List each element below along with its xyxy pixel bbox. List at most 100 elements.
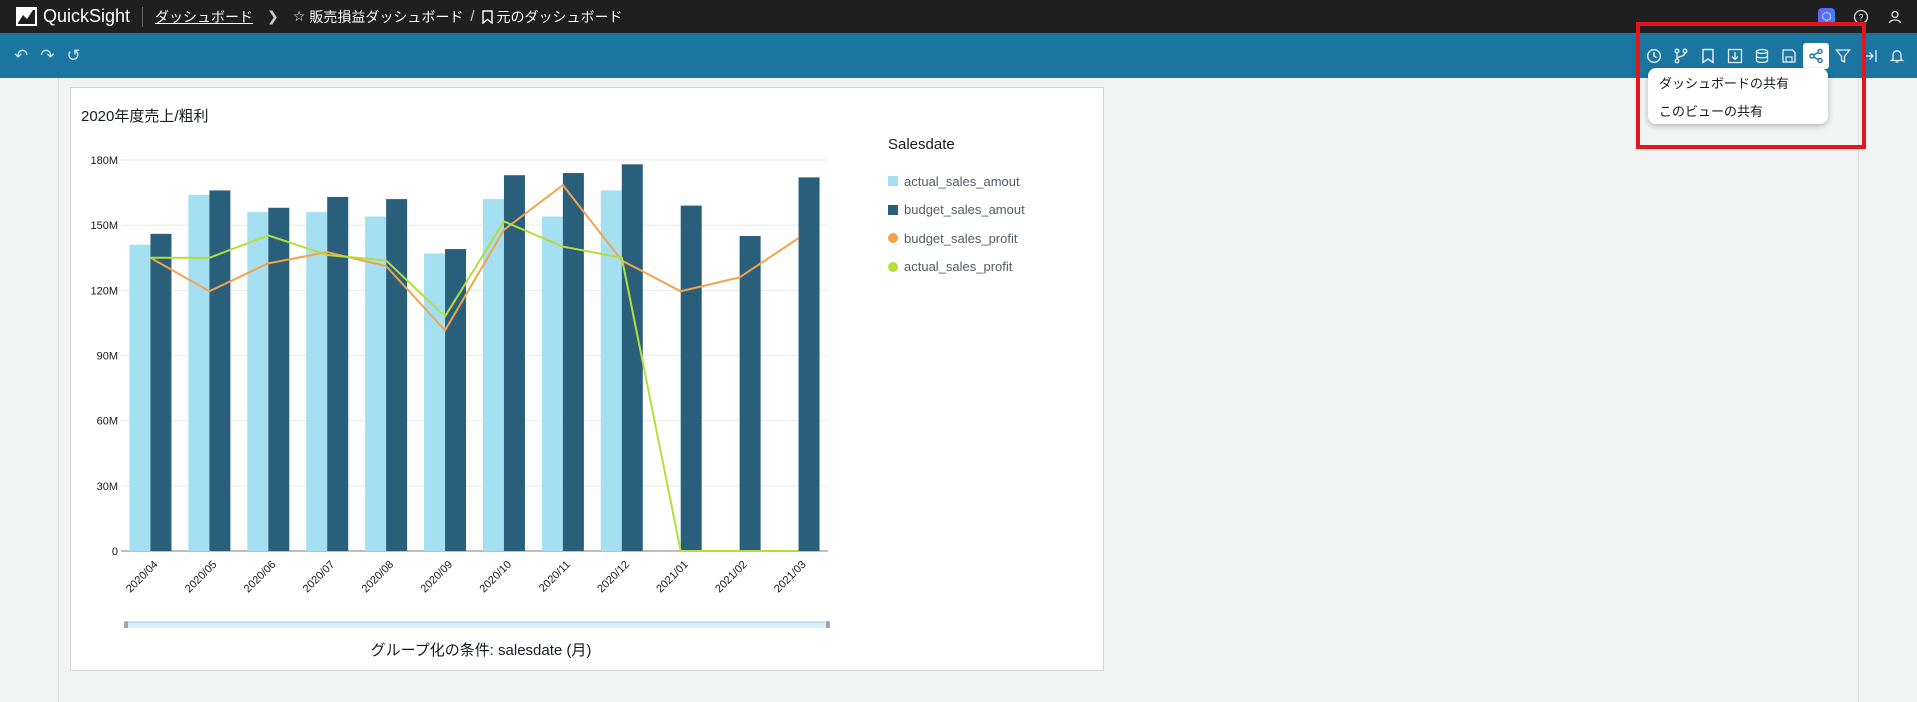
range-slider-track[interactable] (125, 621, 829, 628)
bar-budget_sales_amout (680, 205, 702, 551)
bar-actual_sales_amout (188, 194, 210, 551)
y-left-tick-label: 90M (97, 351, 118, 363)
bar-actual_sales_amout (482, 199, 504, 551)
legend-label: budget_sales_amout (904, 202, 1025, 218)
x-tick-label: 2020/04 (124, 559, 161, 596)
legend-item-budget-sales[interactable]: budget_sales_amout (888, 196, 1025, 225)
x-tick-label: 2021/01 (654, 559, 691, 596)
bar-actual_sales_amout (541, 216, 563, 551)
legend-label: actual_sales_profit (904, 259, 1013, 275)
bar-budget_sales_amout (621, 164, 643, 551)
bar-budget_sales_amout (798, 177, 820, 551)
x-tick-label: 2020/05 (183, 559, 220, 596)
line-actual_sales_profit (150, 220, 799, 552)
top-right-actions: ⬡ ? (1818, 0, 1903, 33)
quicksight-logo[interactable]: QuickSight (0, 6, 130, 27)
toolbar-actions (1641, 33, 1917, 78)
top-nav-bar: QuickSight ダッシュボード ❯ ☆ 販売損益ダッシュボード / 元のダ… (0, 0, 1917, 33)
view-name: 元のダッシュボード (496, 8, 623, 25)
bar-actual_sales_amout (306, 212, 328, 551)
range-slider-handle-left[interactable] (124, 621, 128, 628)
bar-budget_sales_amout (503, 175, 525, 551)
bar-actual_sales_amout (365, 216, 387, 551)
x-tick-label: 2020/10 (477, 559, 514, 596)
share-view-menu-item[interactable]: このビューの共有 (1659, 104, 1764, 119)
x-tick-label: 2020/09 (419, 559, 456, 596)
quicksight-logo-icon (16, 7, 37, 26)
undo-icon[interactable]: ↶ (14, 45, 29, 65)
reset-icon[interactable]: ↺ (66, 45, 81, 65)
legend-swatch (888, 176, 898, 187)
bar-budget_sales_amout (209, 190, 231, 551)
x-tick-label: 2021/02 (713, 559, 750, 596)
svg-text:?: ? (1858, 12, 1863, 22)
annotation-highlight-box (1636, 22, 1866, 149)
breadcrumb-dashboards-link[interactable]: ダッシュボード (155, 8, 254, 25)
bar-budget_sales_amout (739, 236, 761, 551)
share-dashboard-menu-item[interactable]: ダッシュボードの共有 (1659, 76, 1790, 91)
x-tick-label: 2020/11 (537, 559, 573, 595)
dashboard-name: 販売損益ダッシュボード (309, 8, 464, 25)
combo-chart: 030M60M90M120M150M180M010,0...20,0...30,… (90, 155, 830, 628)
line-budget_sales_profit (149, 183, 800, 333)
legend-item-actual-sales[interactable]: actual_sales_amout (888, 167, 1025, 196)
chart-legend: Salesdate actual_sales_amout budget_sale… (888, 136, 1025, 281)
x-tick-label: 2020/12 (595, 559, 632, 596)
combo-chart-visual[interactable]: 2020年度売上/粗利 030M60M90M120M150M180M010,0.… (70, 87, 1104, 671)
bar-budget_sales_amout (562, 173, 584, 551)
group-by-label: グループ化の条件: salesdate (月) (370, 642, 592, 659)
app-name: QuickSight (43, 6, 131, 26)
bar-actual_sales_amout (600, 190, 622, 551)
y-left-tick-label: 30M (97, 481, 118, 493)
range-slider-handle-right[interactable] (826, 621, 830, 628)
legend-item-actual-profit[interactable]: actual_sales_profit (888, 253, 1025, 282)
y-left-tick-label: 150M (90, 220, 118, 232)
share-icon[interactable] (1803, 42, 1829, 69)
dashboard-toolbar: ↶ ↷ ↺ (0, 33, 1917, 78)
legend-swatch (888, 261, 898, 272)
bookmark-icon (481, 9, 493, 24)
x-tick-label: 2021/03 (772, 559, 809, 596)
schedule-clock-icon[interactable] (1641, 43, 1667, 69)
history-controls: ↶ ↷ ↺ (14, 33, 81, 78)
user-icon[interactable] (1887, 9, 1903, 25)
slash-separator: / (470, 8, 475, 25)
bar-budget_sales_amout (386, 199, 408, 551)
breadcrumb-dashboard[interactable]: ☆ 販売損益ダッシュボード (293, 7, 464, 27)
threshold-alert-icon[interactable] (1668, 43, 1694, 69)
bar-budget_sales_amout (445, 249, 467, 552)
star-icon[interactable]: ☆ (292, 8, 306, 24)
notification-bell-icon[interactable] (1884, 43, 1910, 69)
x-tick-label: 2020/07 (301, 559, 338, 596)
redo-icon[interactable]: ↷ (40, 45, 55, 65)
bar-actual_sales_amout (129, 244, 151, 551)
filter-icon[interactable] (1830, 43, 1856, 69)
download-icon[interactable] (1722, 43, 1748, 69)
sheet-right-border (1858, 78, 1859, 702)
legend-label: actual_sales_amout (904, 173, 1020, 189)
dataset-icon[interactable] (1749, 43, 1775, 69)
bar-actual_sales_amout (247, 212, 269, 551)
bar-budget_sales_amout (268, 207, 290, 551)
legend-label: budget_sales_profit (904, 230, 1018, 246)
legend-swatch (888, 204, 898, 215)
breadcrumb-view[interactable]: 元のダッシュボード (481, 7, 623, 27)
visual-title: 2020年度売上/粗利 (81, 108, 209, 125)
legend-title: Salesdate (888, 136, 955, 153)
bar-actual_sales_amout (424, 253, 446, 551)
x-tick-label: 2020/06 (242, 559, 279, 596)
bookmark-icon[interactable] (1695, 43, 1721, 69)
y-left-tick-label: 180M (90, 155, 118, 167)
bar-budget_sales_amout (150, 233, 172, 551)
chevron-right-icon: ❯ (267, 8, 279, 24)
legend-swatch (888, 233, 898, 244)
amazon-q-icon[interactable]: ⬡ (1818, 8, 1835, 25)
y-left-tick-label: 120M (90, 285, 118, 297)
sheet-left-border (58, 78, 59, 702)
divider (142, 6, 144, 27)
x-tick-label: 2020/08 (360, 559, 397, 596)
bar-budget_sales_amout (327, 196, 349, 551)
y-left-tick-label: 60M (97, 416, 118, 428)
save-icon[interactable] (1776, 43, 1802, 69)
legend-item-budget-profit[interactable]: budget_sales_profit (888, 224, 1025, 253)
